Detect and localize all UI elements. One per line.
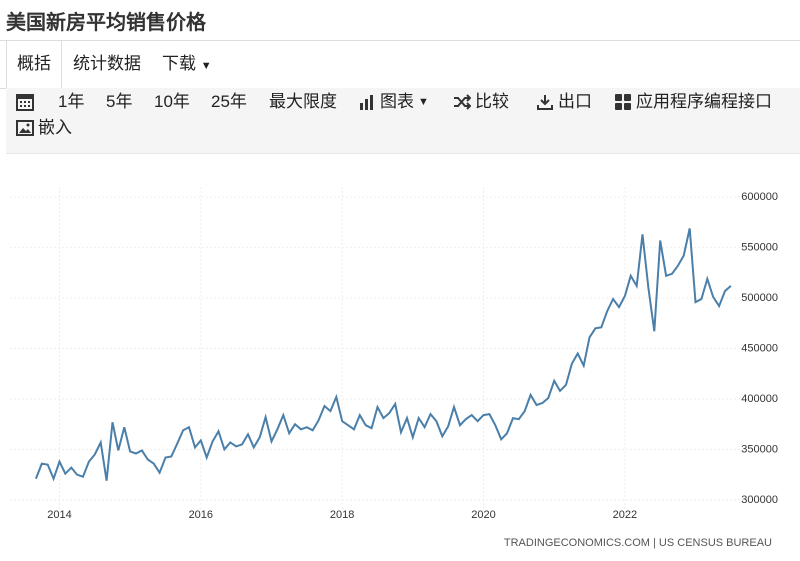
- compare-button[interactable]: 比较: [453, 90, 509, 114]
- x-tick-label: 2022: [613, 509, 637, 521]
- page-title: 美国新房平均销售价格: [6, 12, 206, 34]
- y-tick-label: 350000: [741, 443, 778, 455]
- range-button[interactable]: 25年: [211, 92, 247, 111]
- x-tick-label: 2018: [330, 509, 354, 521]
- button-label: 应用程序编程接口: [636, 92, 772, 111]
- toolbar: 1年 5年 10年 25年 最大限度 图表 ▼ 比较 出口 应用程序编程接口 嵌入: [6, 88, 800, 154]
- tab[interactable]: 统计数据: [73, 54, 141, 73]
- chart: 300000 350000 400000 450000 500000 550000 6000…: [10, 187, 778, 549]
- y-tick-label: 550000: [741, 241, 778, 253]
- range-button[interactable]: 最大限度: [269, 92, 337, 111]
- button-label: 出口: [558, 92, 592, 111]
- tab-label: 下载: [162, 54, 196, 73]
- y-tick-label: 600000: [741, 191, 778, 203]
- x-tick-label: 2020: [471, 509, 495, 521]
- api-button[interactable]: 应用程序编程接口: [614, 90, 772, 114]
- data-line: [34, 228, 732, 482]
- range-button[interactable]: 10年: [154, 92, 190, 111]
- button-label: 比较: [475, 92, 509, 111]
- tab-bar: 概括 统计数据 下载 ▼: [0, 40, 800, 89]
- tab[interactable]: 概括: [6, 41, 62, 88]
- range-button[interactable]: 1年: [58, 92, 85, 111]
- y-tick-label: 300000: [741, 494, 778, 506]
- export-button[interactable]: 出口: [536, 90, 592, 114]
- calendar-button[interactable]: [16, 90, 34, 114]
- y-tick-label: 500000: [741, 292, 778, 304]
- button-label: 嵌入: [38, 118, 72, 137]
- tab[interactable]: 下载 ▼: [162, 54, 212, 73]
- source-label: TRADINGECONOMICS.COM | US CENSUS BUREAU: [504, 537, 772, 549]
- x-tick-label: 2014: [47, 509, 71, 521]
- x-tick-label: 2016: [189, 509, 213, 521]
- embed-button[interactable]: 嵌入: [16, 116, 72, 140]
- chart-button[interactable]: 图表 ▼: [358, 90, 429, 114]
- y-tick-label: 450000: [741, 342, 778, 354]
- range-button[interactable]: 5年: [106, 92, 133, 111]
- button-label: 图表: [380, 92, 414, 111]
- y-tick-label: 400000: [741, 393, 778, 405]
